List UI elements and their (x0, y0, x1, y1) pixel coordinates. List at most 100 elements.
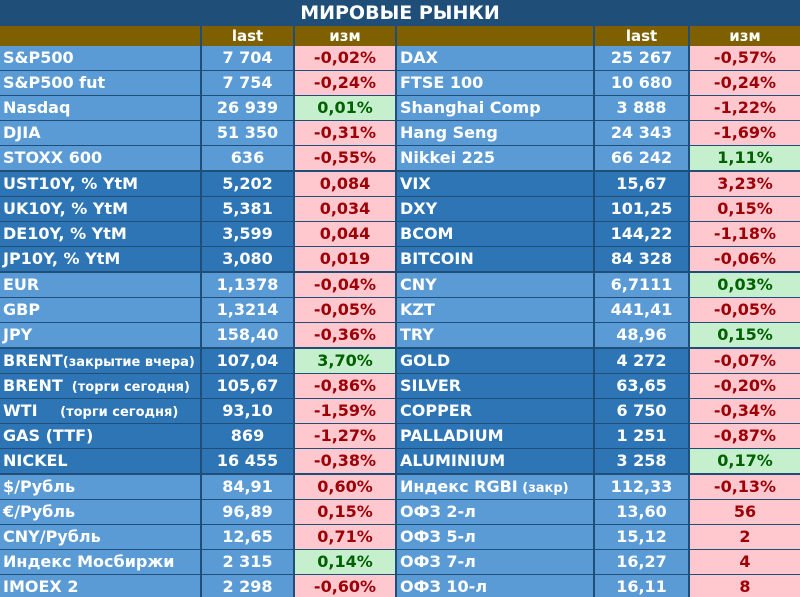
quote-last: 51 350 (202, 121, 293, 145)
header-last-left: last (202, 26, 293, 46)
quote-name: BRENT(закрытие вчера) (0, 349, 200, 373)
quote-name: DXY (397, 197, 593, 221)
instrument-name: WTI (3, 401, 38, 420)
instrument-name: JPY (3, 325, 33, 344)
quote-last: 2 298 (202, 575, 293, 597)
header-change-left: изм (295, 26, 395, 46)
quote-change: -1,18% (690, 222, 800, 246)
quote-last: 25 267 (595, 46, 688, 70)
quote-last: 5,381 (202, 197, 293, 221)
quote-name: GBP (0, 298, 200, 322)
quote-change: 56 (690, 500, 800, 524)
quote-change: -0,05% (295, 298, 395, 322)
quote-last: 24 343 (595, 121, 688, 145)
instrument-name: CNY (400, 275, 437, 294)
quote-name: Nikkei 225 (397, 146, 593, 170)
instrument-note: (закрытие вчера) (62, 355, 195, 370)
quote-name: ОФЗ 2-л (397, 500, 593, 524)
header-name-right (397, 26, 593, 46)
instrument-name: TRY (400, 325, 434, 344)
instrument-name: €/Рубль (3, 502, 76, 521)
instrument-name: PALLADIUM (400, 426, 504, 445)
instrument-name: UST10Y, % YtM (3, 174, 139, 193)
instrument-name: ОФЗ 5-л (400, 527, 476, 546)
quote-last: 4 272 (595, 349, 688, 373)
quote-change: -1,22% (690, 96, 800, 120)
board-title: МИРОВЫЕ РЫНКИ (0, 0, 800, 26)
instrument-name: SILVER (400, 376, 462, 395)
instrument-name: Shanghai Comp (400, 98, 541, 117)
instrument-name: ALUMINIUM (400, 451, 506, 470)
quote-change: -0,87% (690, 424, 800, 448)
quote-last: 101,25 (595, 197, 688, 221)
quote-change: 0,084 (295, 172, 395, 196)
quote-change: -1,59% (295, 399, 395, 423)
quote-name: IMOEX 2 (0, 575, 200, 597)
quote-name: BCOM (397, 222, 593, 246)
instrument-name: VIX (400, 174, 431, 193)
quote-change: -0,38% (295, 449, 395, 473)
quote-change: -0,05% (690, 298, 800, 322)
quote-change: 0,14% (295, 550, 395, 574)
instrument-name: ОФЗ 2-л (400, 502, 476, 521)
quote-last: 1,1378 (202, 273, 293, 297)
quote-change: 2 (690, 525, 800, 549)
instrument-name: DXY (400, 199, 438, 218)
quote-last: 84 328 (595, 247, 688, 271)
quote-last: 6,7111 (595, 273, 688, 297)
quote-change: 0,15% (690, 197, 800, 221)
quote-last: 869 (202, 424, 293, 448)
quote-last: 16,27 (595, 550, 688, 574)
quote-change: -0,02% (295, 46, 395, 70)
quote-last: 105,67 (202, 374, 293, 398)
quote-last: 15,12 (595, 525, 688, 549)
quote-last: 96,89 (202, 500, 293, 524)
quote-last: 13,60 (595, 500, 688, 524)
quote-name: SILVER (397, 374, 593, 398)
quote-last: 63,65 (595, 374, 688, 398)
quote-name: $/Рубль (0, 475, 200, 499)
quote-change: -1,27% (295, 424, 395, 448)
instrument-name: Nasdaq (3, 98, 71, 117)
quote-change: 0,71% (295, 525, 395, 549)
quote-last: 107,04 (202, 349, 293, 373)
instrument-name: GAS (TTF) (3, 426, 94, 445)
quote-name: Индекс Мосбиржи (0, 550, 200, 574)
quote-last: 3,080 (202, 247, 293, 271)
quote-change: 0,17% (690, 449, 800, 473)
instrument-note: (торги сегодня) (62, 380, 190, 395)
quote-last: 1,3214 (202, 298, 293, 322)
quote-last: 12,65 (202, 525, 293, 549)
quote-last: 1 251 (595, 424, 688, 448)
quote-change: 0,01% (295, 96, 395, 120)
quote-name: €/Рубль (0, 500, 200, 524)
quote-name: Индекс RGBI (закр) (397, 475, 593, 499)
instrument-name: ОФЗ 10-л (400, 577, 488, 596)
instrument-name: STOXX 600 (3, 148, 103, 167)
instrument-name: GOLD (400, 351, 451, 370)
instrument-name: Hang Seng (400, 123, 498, 142)
quote-last: 5,202 (202, 172, 293, 196)
instrument-name: BRENT (3, 376, 63, 395)
header-last-right: last (595, 26, 688, 46)
instrument-name: BITCOIN (400, 249, 474, 268)
quote-change: 0,15% (295, 500, 395, 524)
instrument-note: (закр) (517, 481, 569, 496)
quote-change: 8 (690, 575, 800, 597)
quote-change: -0,36% (295, 323, 395, 347)
quote-name: NICKEL (0, 449, 200, 473)
instrument-name: DAX (400, 48, 438, 67)
quote-change: -0,06% (690, 247, 800, 271)
quote-name: EUR (0, 273, 200, 297)
quote-name: FTSE 100 (397, 71, 593, 95)
header-name-left (0, 26, 200, 46)
quote-change: 0,03% (690, 273, 800, 297)
quote-last: 7 754 (202, 71, 293, 95)
quote-last: 10 680 (595, 71, 688, 95)
quote-last: 3 258 (595, 449, 688, 473)
quote-name: ОФЗ 10-л (397, 575, 593, 597)
quote-name: BITCOIN (397, 247, 593, 271)
quote-last: 7 704 (202, 46, 293, 70)
quote-name: STOXX 600 (0, 146, 200, 170)
quote-change: -0,86% (295, 374, 395, 398)
